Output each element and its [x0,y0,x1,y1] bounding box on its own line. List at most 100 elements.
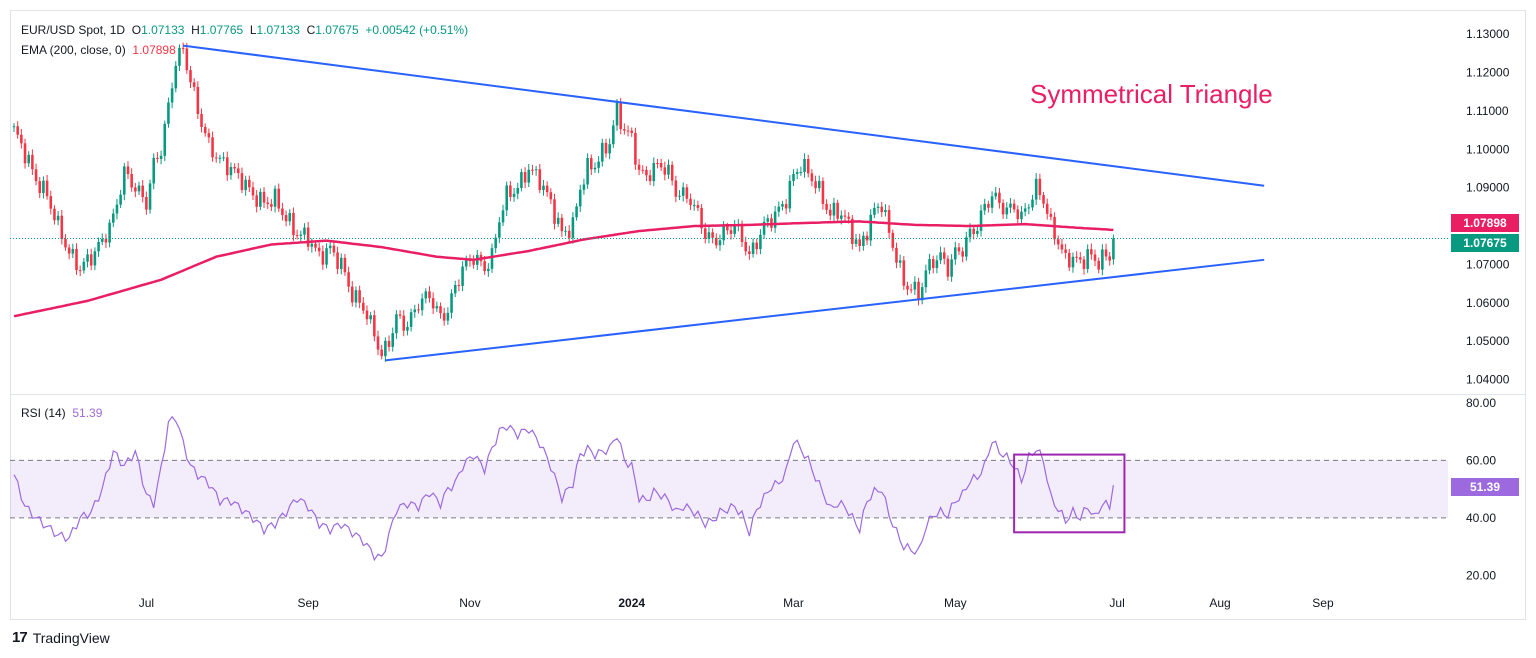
candle-body [156,157,159,159]
brand-name: TradingView [32,629,110,646]
candle-body [255,195,258,207]
candle-body [159,155,163,159]
rsi-highlight-box [1013,453,1126,534]
candle-body [858,239,861,247]
candle-body [560,217,564,232]
candle-body [865,235,869,241]
candle-body [362,302,365,311]
symmetrical-triangle-annotation: Symmetrical Triangle [1030,79,1273,109]
ema-label: EMA (200, close, 0) [21,43,126,57]
candle-body [1027,207,1031,209]
time-axis-label: Jul [1109,596,1124,610]
symbol-name[interactable]: EUR/USD Spot, 1D [21,23,126,37]
candle-body [619,102,622,130]
candle-body [75,248,78,271]
candle-body [1020,211,1023,220]
candle-body [674,180,678,197]
candle-body [365,310,369,320]
candle-body [435,306,439,309]
candle-body [16,126,19,135]
candle-body [538,169,542,191]
candle-body [873,207,876,215]
candle-body [784,204,788,209]
candle-body [233,167,236,169]
candle-body [409,312,413,327]
ema-200-line [13,220,1114,318]
tradingview-logo[interactable]: 17 TradingView [12,629,110,646]
candle-body [987,203,990,208]
candle-body [395,314,398,334]
candle-body [292,212,295,236]
candle-body [920,287,924,301]
candle-body [1064,249,1067,253]
candle-body [303,227,306,235]
candle-body [1082,259,1086,269]
candle-body [612,125,615,145]
close-value: 1.07675 [315,23,359,37]
candle-body [152,157,156,184]
candle-body [115,204,119,214]
candle-body [623,129,626,131]
candle-body [843,215,847,217]
candle-body [531,169,534,171]
symbol-legend: EUR/USD Spot, 1D O1.07133 H1.07765 L1.07… [21,23,468,37]
candle-body [207,133,211,138]
candle-body [1101,249,1104,270]
candle-body [27,154,30,164]
candle-body [34,169,38,182]
candle-body [884,210,887,213]
candle-body [718,240,722,246]
candle-body [1067,252,1071,268]
rsi-legend[interactable]: RSI (14) 51.39 [21,406,102,420]
candle-body [1071,256,1075,268]
candle-body [450,293,453,313]
candle-body [795,172,799,174]
candle-body [1034,178,1038,200]
candle-body [192,82,196,87]
candle-body [251,187,255,196]
candle-body [71,248,75,254]
candle-body [597,161,600,168]
price-axis-label: 1.12000 [1466,65,1510,79]
candle-body [483,261,486,272]
candle-body [82,261,86,271]
candle-body [740,223,744,242]
candle-body [942,252,946,259]
tradingview-icon: 17 [12,629,28,646]
rsi-axis-label: 20.00 [1466,568,1496,582]
candle-body [248,179,251,188]
rsi-label: RSI (14) [21,406,66,420]
candle-body [490,248,494,269]
candle-body [89,254,93,266]
candle-body [954,247,957,260]
candle-body [847,216,850,219]
candle-body [200,113,203,127]
last-price-tag: 1.07675 [1451,234,1519,252]
candle-body [64,239,67,248]
candle-body [181,47,185,49]
candle-body [384,340,387,357]
candle-body [545,185,549,193]
candle-body [534,169,538,171]
candle-body [1005,207,1009,215]
candle-body [564,230,567,232]
candle-body [1009,203,1012,208]
rsi-axis-label: 60.00 [1466,453,1496,467]
candle-body [604,142,608,154]
ema-value: 1.07898 [132,43,176,57]
candle-body [810,173,814,182]
candle-body [836,202,839,219]
candle-body [325,248,328,265]
candle-body [12,126,16,128]
ema-legend[interactable]: EMA (200, close, 0) 1.07898 [21,43,176,57]
high-label: H [191,23,200,37]
candle-body [343,257,347,273]
candle-body [277,188,281,209]
candle-body [1108,256,1112,261]
candle-body [402,315,406,331]
candle-body [832,202,836,216]
candle-body [634,132,637,165]
candle-body [1112,238,1115,260]
candle-body [1049,213,1053,217]
